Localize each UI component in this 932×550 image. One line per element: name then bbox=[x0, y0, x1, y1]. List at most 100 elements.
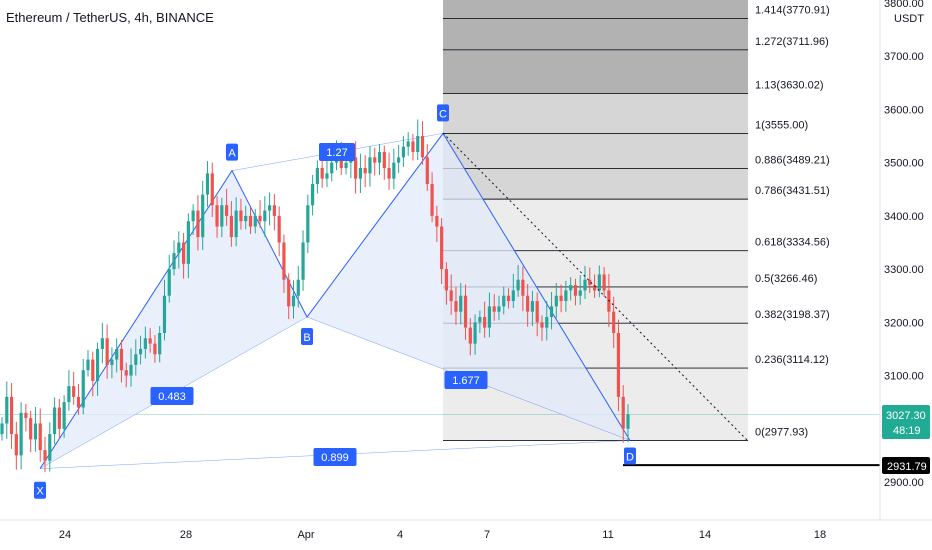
price-tick-label: 3600.00 bbox=[884, 104, 924, 116]
fib-zone bbox=[443, 18, 748, 50]
candle-body bbox=[554, 295, 558, 307]
candle-body bbox=[52, 407, 57, 435]
harmonic-pattern[interactable] bbox=[39, 132, 631, 469]
candle-body bbox=[239, 210, 243, 222]
point-label-c: C bbox=[439, 108, 447, 120]
ratio-badge bbox=[444, 371, 488, 389]
price-tick-label: 3100.00 bbox=[884, 371, 924, 383]
fib-level-label: 0.5(3266.46) bbox=[755, 273, 817, 285]
candle-body bbox=[449, 290, 453, 302]
candle-body bbox=[425, 157, 429, 184]
candle-body bbox=[392, 162, 396, 179]
point-badge-x[interactable] bbox=[34, 481, 46, 499]
pattern-point-labels[interactable]: X A B C D bbox=[34, 104, 636, 499]
candle-body bbox=[559, 295, 563, 302]
price-tick-label: 2900.00 bbox=[884, 477, 924, 489]
date-tick-label: 28 bbox=[180, 529, 192, 541]
fib-level-label: 0.786(3431.51) bbox=[755, 185, 830, 197]
candle-body bbox=[492, 306, 496, 312]
ratio-label: 0.899 bbox=[321, 452, 349, 464]
candle-body bbox=[0, 423, 4, 435]
xab-triangle bbox=[40, 170, 307, 469]
candle-body bbox=[526, 295, 530, 312]
candle-body bbox=[377, 152, 382, 163]
candle-body bbox=[616, 332, 621, 397]
candle-body bbox=[564, 290, 568, 302]
candle-body bbox=[473, 322, 477, 344]
level-price-value: 2931.79 bbox=[887, 461, 927, 473]
candle-body bbox=[569, 285, 573, 291]
candle-body bbox=[459, 295, 463, 312]
candle-body bbox=[191, 210, 195, 222]
candle-body bbox=[282, 242, 286, 280]
fib-level-label: 1(3555.00) bbox=[755, 119, 808, 131]
candle-body bbox=[24, 412, 28, 419]
axis-unit-label: USDT bbox=[894, 13, 924, 25]
candle-body bbox=[602, 274, 606, 291]
candle-body bbox=[167, 269, 171, 296]
candle-body bbox=[86, 359, 90, 371]
chart-title: Ethereum / TetherUS, 4h, BINANCE bbox=[6, 10, 214, 25]
candle-body bbox=[301, 242, 305, 280]
candle-body bbox=[100, 338, 104, 349]
candle-body bbox=[234, 210, 238, 238]
candle-body bbox=[67, 386, 71, 403]
date-tick-label: 24 bbox=[59, 529, 71, 541]
fib-level-label: 0(2977.93) bbox=[755, 427, 808, 439]
candle-body bbox=[38, 423, 42, 451]
ratio-badge bbox=[313, 448, 357, 466]
date-tick-label: 11 bbox=[602, 529, 613, 541]
price-tick-label: 3400.00 bbox=[884, 211, 924, 223]
price-axis-panel[interactable] bbox=[880, 0, 932, 520]
date-tick-label: Apr bbox=[297, 529, 314, 541]
candle-body bbox=[143, 338, 147, 349]
candle-body bbox=[521, 279, 525, 296]
candle-body bbox=[549, 306, 554, 318]
point-label-b: B bbox=[303, 332, 310, 344]
candle-body bbox=[138, 348, 143, 355]
point-badge-b[interactable] bbox=[301, 328, 313, 346]
projection-dotted-line[interactable] bbox=[442, 132, 749, 442]
candle-body bbox=[181, 242, 186, 264]
candle-body bbox=[573, 285, 578, 296]
price-tick-label: 3800.00 bbox=[884, 0, 924, 10]
candle-body bbox=[205, 173, 210, 195]
candle-body bbox=[406, 141, 410, 147]
point-badge-d[interactable] bbox=[624, 447, 636, 465]
candle-body bbox=[588, 279, 592, 286]
candle-body bbox=[545, 317, 549, 328]
fib-labels: 1.414(3770.91) 1.272(3711.96) 1.13(3630.02… bbox=[755, 4, 830, 438]
candle-body bbox=[272, 205, 276, 216]
countdown-value: 48:19 bbox=[893, 425, 921, 437]
candle-body bbox=[287, 279, 291, 307]
candle-body bbox=[420, 136, 425, 158]
point-badge-a[interactable] bbox=[226, 143, 238, 161]
candle-body bbox=[354, 157, 358, 179]
ratio-label: 0.483 bbox=[158, 391, 186, 403]
candle-body bbox=[14, 434, 18, 456]
candle-body bbox=[215, 205, 219, 227]
fib-level-label: 0.618(3334.56) bbox=[755, 237, 830, 249]
candle-body bbox=[382, 152, 386, 168]
candle-body bbox=[162, 295, 167, 333]
candle-body bbox=[311, 183, 315, 206]
candle-body bbox=[397, 157, 401, 163]
ratio-label: 1.677 bbox=[452, 375, 480, 387]
candle-body bbox=[373, 157, 377, 163]
candle-body bbox=[210, 173, 214, 206]
candle-body bbox=[220, 205, 224, 227]
price-tick-label: 3500.00 bbox=[884, 158, 924, 170]
current-price-value: 3027.30 bbox=[886, 410, 926, 422]
date-tick-label: 4 bbox=[397, 529, 403, 541]
candle-body bbox=[263, 210, 267, 222]
candle-body bbox=[9, 396, 14, 435]
candle-body bbox=[502, 295, 506, 307]
candle-body bbox=[148, 338, 152, 344]
fib-level-label: 0.382(3198.37) bbox=[755, 309, 830, 321]
candle-body bbox=[119, 348, 124, 371]
candle-body bbox=[81, 370, 85, 408]
point-badge-c[interactable] bbox=[437, 104, 449, 122]
ratio-badge bbox=[150, 387, 194, 405]
